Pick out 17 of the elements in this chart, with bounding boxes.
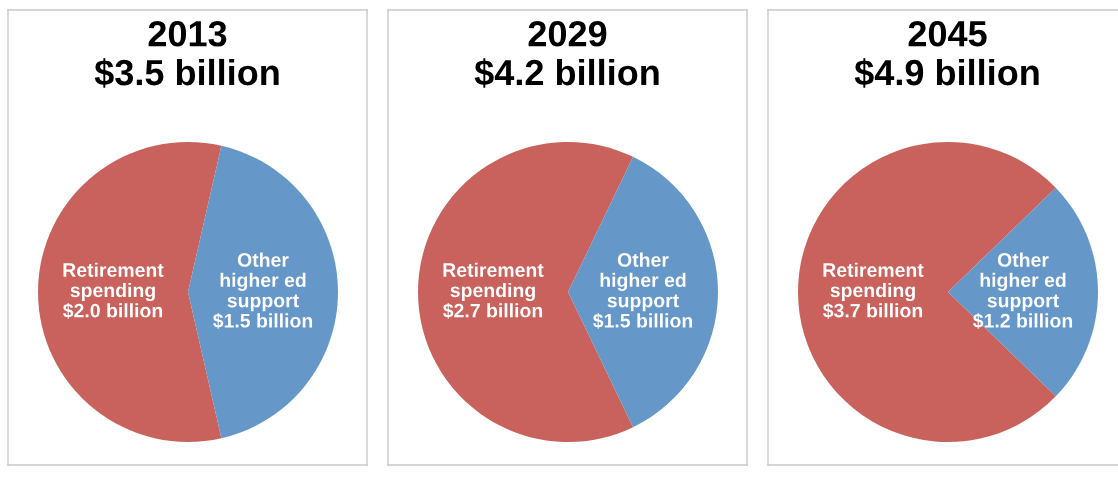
slice-label: Other higher ed support — [220, 252, 306, 312]
chart-title: 2045 — [908, 20, 987, 47]
slice-label: Other higher ed support — [980, 252, 1066, 312]
slice-label: Retirement spending — [63, 262, 164, 302]
slice-label: Other higher ed support — [600, 252, 686, 312]
data-label: $3.7 billion — [823, 302, 923, 319]
slice-label: Retirement spending — [823, 262, 924, 302]
chart-subtitle: $4.9 billion — [854, 58, 1039, 88]
data-label: $2.7 billion — [443, 302, 543, 319]
data-label: $2.0 billion — [63, 302, 163, 319]
chart-subtitle: $4.2 billion — [474, 58, 659, 88]
data-label: $1.5 billion — [593, 313, 693, 329]
chart-title: 2013 — [148, 20, 227, 47]
data-label: $1.5 billion — [213, 313, 313, 329]
chart-subtitle: $3.5 billion — [94, 58, 279, 88]
chart-title: 2029 — [528, 20, 607, 47]
slice-label: Retirement spending — [443, 262, 544, 302]
